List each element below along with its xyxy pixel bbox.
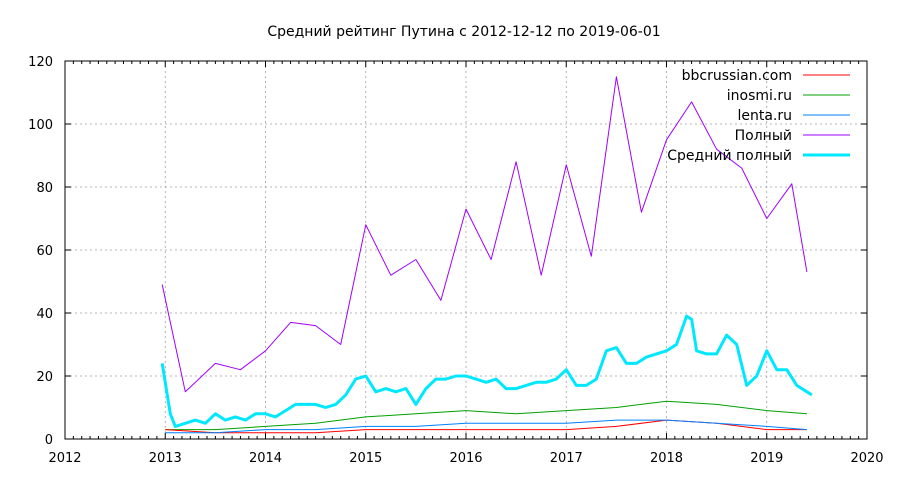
legend: bbcrussian.com inosmi.ru lenta.ru Полный Сре…: [667, 68, 850, 164]
legend-label: bbcrussian.com: [682, 68, 792, 84]
chart-title: Средний рейтинг Путина с 2012-12-12 по 2…: [267, 24, 660, 40]
x-tick-label: 2015: [349, 451, 382, 466]
series-line-inosmi: [165, 400, 807, 431]
x-tick-label: 2020: [850, 451, 883, 466]
axes: 2012 2013 2014 2015 2016 2017 2018 2019 2020 0 20 4…: [28, 55, 883, 466]
x-tick-label: 2014: [249, 451, 282, 466]
legend-label: lenta.ru: [737, 108, 792, 124]
x-tick-label: 2017: [550, 451, 583, 466]
y-tick-label: 100: [28, 118, 53, 133]
x-tick-label: 2018: [650, 451, 683, 466]
legend-label: Полный: [735, 128, 792, 144]
y-tick-label: 120: [28, 55, 53, 70]
x-tick-label: 2012: [48, 451, 81, 466]
legend-label: Средний полный: [667, 148, 792, 164]
series-line-lenta: [165, 419, 807, 434]
plot-frame: [64, 60, 868, 440]
y-tick-label: 20: [36, 370, 53, 385]
y-tick-label: 40: [36, 307, 53, 322]
x-tick-label: 2016: [449, 451, 482, 466]
series-line-avg: [160, 314, 813, 428]
x-tick-label: 2013: [149, 451, 182, 466]
x-tick-label: 2019: [750, 451, 783, 466]
legend-label: inosmi.ru: [727, 88, 792, 104]
y-tick-label: 60: [36, 244, 53, 259]
series-line-full: [161, 76, 808, 393]
y-tick-label: 80: [36, 181, 53, 196]
y-tick-label: 0: [45, 433, 53, 448]
series-lines: [160, 76, 813, 434]
